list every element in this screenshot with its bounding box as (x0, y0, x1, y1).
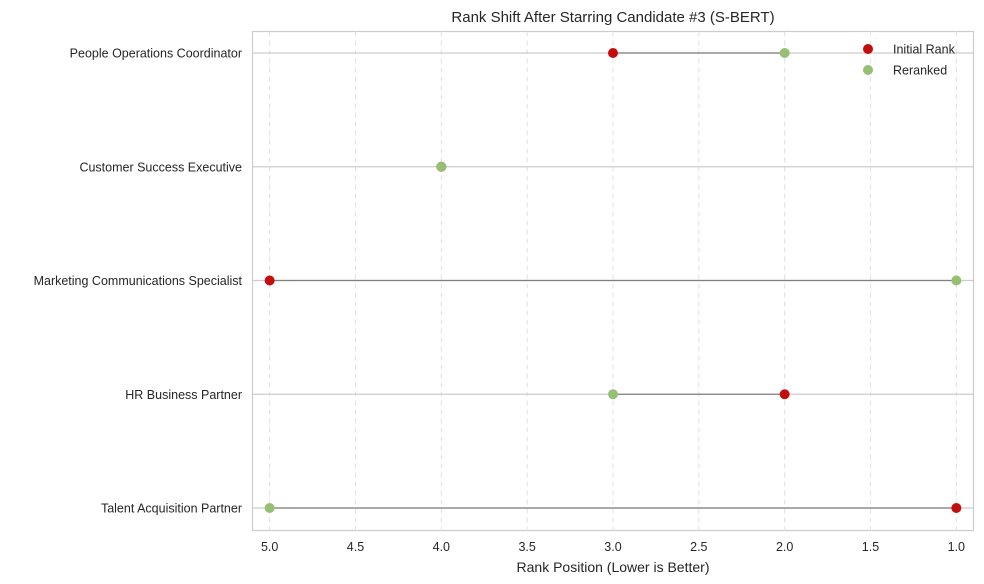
x-tick-label: 4.5 (347, 540, 364, 554)
y-tick-label: People Operations Coordinator (70, 47, 242, 61)
legend-label: Initial Rank (893, 43, 956, 57)
reranked-point (436, 161, 447, 172)
legend-label: Reranked (893, 64, 947, 78)
initial-rank-point (608, 48, 618, 58)
chart-title: Rank Shift After Starring Candidate #3 (… (451, 9, 774, 26)
connector-layer (269, 52, 957, 509)
legend-marker (863, 44, 873, 54)
x-axis-label: Rank Position (Lower is Better) (517, 559, 710, 575)
point-layer (264, 48, 962, 513)
reranked-point (608, 389, 618, 400)
tick-layer: 5.0 4.5 4.0 3.5 3.0 2.5 2.0 1.5 1.0 People Operat… (34, 47, 965, 555)
legend: Initial Rank Reranked (863, 43, 956, 78)
x-tick-label: 2.5 (690, 540, 707, 554)
reranked-point (779, 48, 790, 58)
x-tick-label: 4.0 (433, 540, 450, 554)
initial-rank-point (264, 275, 275, 286)
initial-rank-point (951, 503, 962, 513)
legend-marker (863, 65, 873, 75)
reranked-point (264, 503, 275, 513)
x-tick-label: 5.0 (261, 540, 278, 554)
x-tick-label: 1.0 (948, 540, 965, 554)
y-tick-label: HR Business Partner (125, 388, 242, 402)
x-tick-label: 3.0 (604, 540, 621, 554)
x-tick-label: 2.0 (776, 540, 793, 554)
y-tick-label: Marketing Communications Specialist (34, 274, 243, 288)
y-tick-label: Customer Success Executive (79, 160, 242, 174)
initial-rank-point (779, 389, 790, 400)
y-tick-label: Talent Acquisition Partner (101, 502, 242, 516)
x-tick-label: 3.5 (518, 540, 535, 554)
x-tick-label: 1.5 (862, 540, 879, 554)
reranked-point (951, 275, 962, 286)
